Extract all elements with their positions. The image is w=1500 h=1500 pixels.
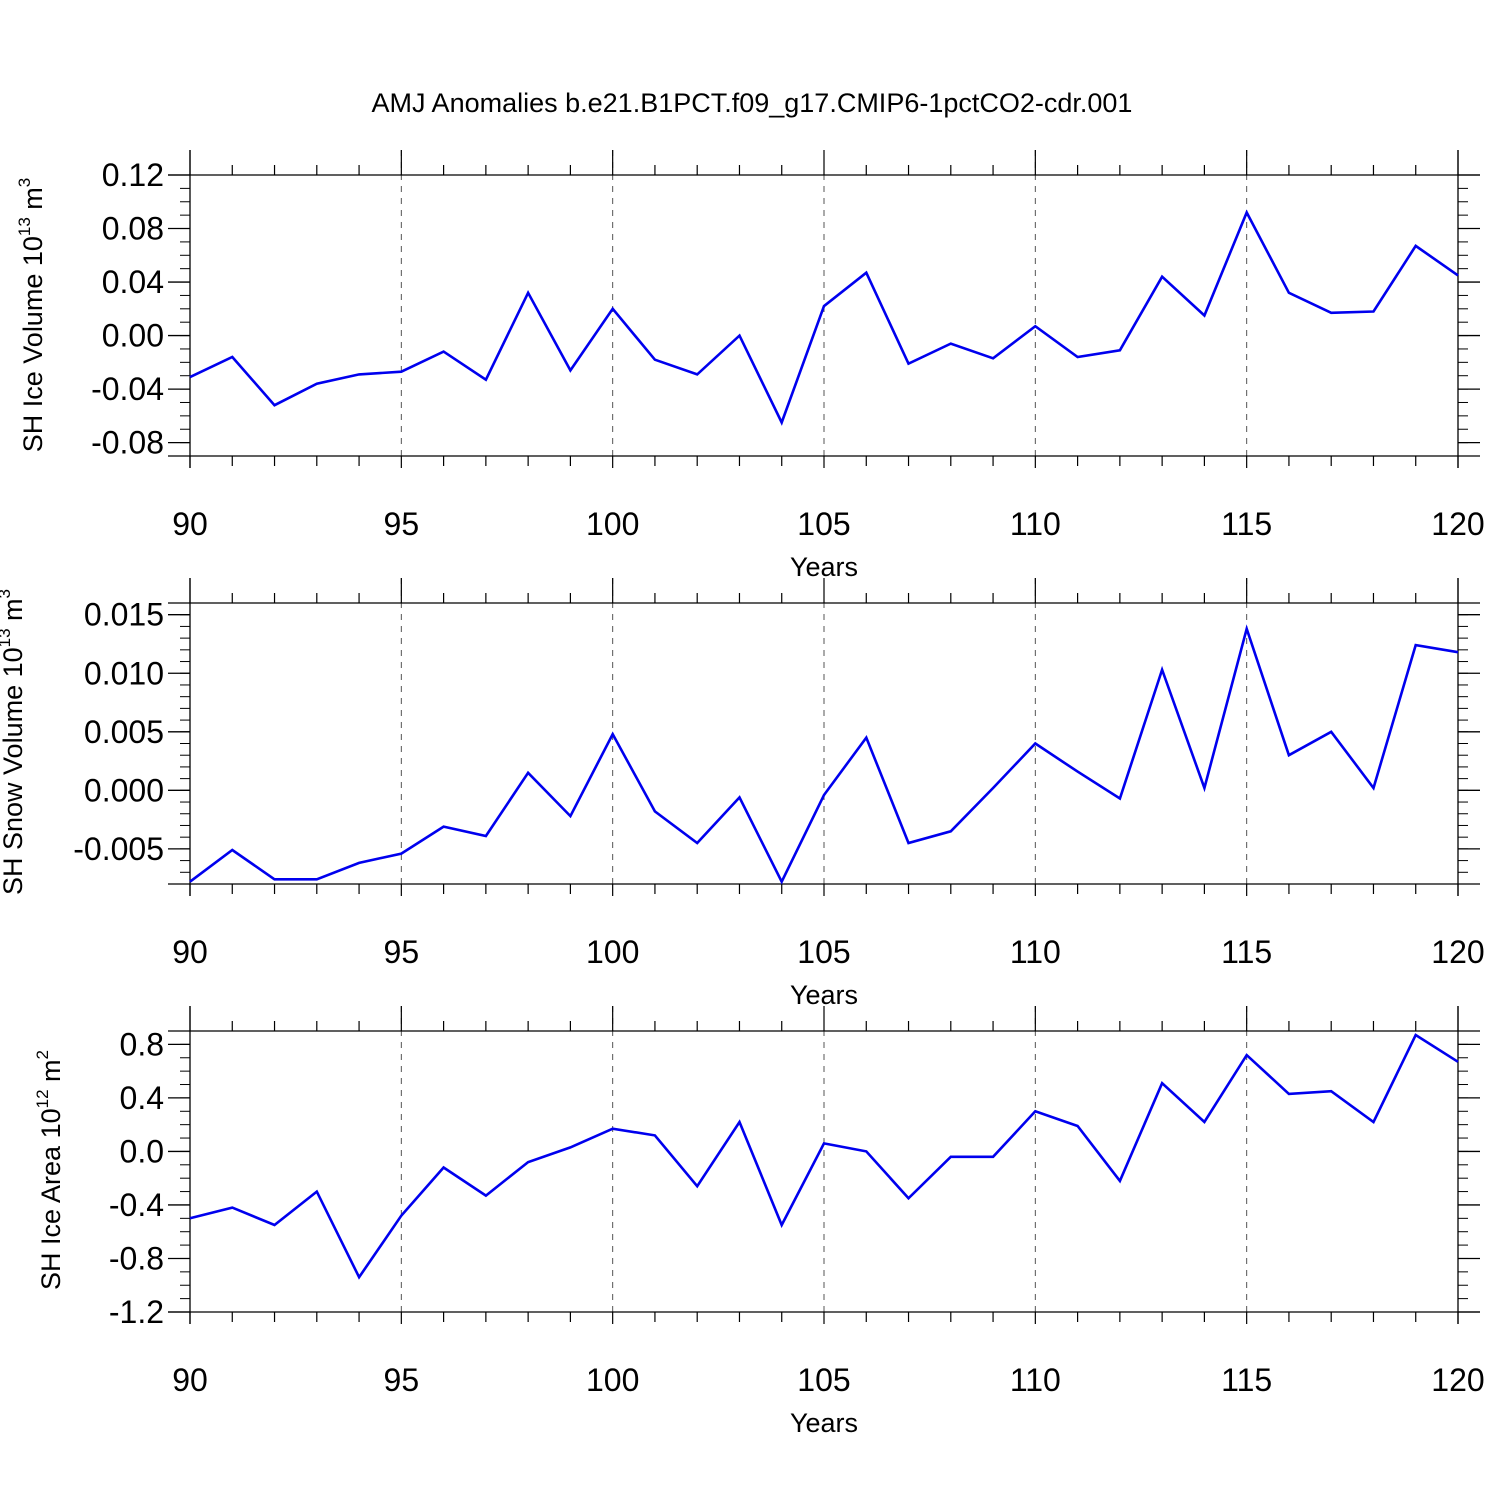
y-axis-label-text: SH Ice Volume 10	[18, 236, 48, 452]
y-tick-label: -1.2	[109, 1294, 164, 1330]
y-axis-label-unit-exponent: 2	[33, 1050, 52, 1059]
panel-3: 0.8 0.4 0.0 -0.4 -0.8 -1.290 95 100 105 110 115 120…	[33, 1006, 1485, 1438]
data-points	[189, 628, 1459, 882]
y-tick-label: -0.08	[91, 425, 164, 461]
y-axis-label-unit-exponent: 3	[0, 589, 14, 598]
x-tick-label: 120	[1431, 506, 1484, 542]
y-axis-label: SH Snow Volume 1013 m3	[0, 589, 28, 895]
y-axis-label-exponent: 12	[33, 1089, 52, 1108]
x-tick-label: 105	[797, 1362, 850, 1398]
x-tick-label: 110	[1010, 506, 1061, 542]
x-tick-label: 110	[1010, 1362, 1061, 1398]
x-tick-label: 95	[384, 506, 420, 542]
y-tick-label: 0.04	[102, 264, 164, 300]
y-tick-label: 0.000	[84, 772, 164, 808]
y-tick-label: 0.4	[120, 1080, 164, 1116]
y-tick-label: 0.015	[84, 597, 164, 633]
y-axis-label-text: SH Ice Area 10	[36, 1108, 66, 1290]
y-axis-label: SH Ice Area 1012 m2	[33, 1050, 66, 1290]
y-axis-label-unit: m	[0, 598, 28, 628]
y-tick-label: 0.00	[102, 318, 164, 354]
x-tick-label: 115	[1221, 506, 1272, 542]
x-tick-label: 120	[1431, 1362, 1484, 1398]
x-tick-label: 90	[172, 1362, 208, 1398]
y-tick-label: 0.08	[102, 211, 164, 247]
y-tick-label: -0.005	[73, 831, 164, 867]
figure-title: AMJ Anomalies b.e21.B1PCT.f09_g17.CMIP6-…	[372, 88, 1133, 118]
panel-1: 0.12 0.08 0.04 0.00 -0.04 -0.08 90 95 100 105 110 1…	[15, 150, 1485, 582]
x-tick-label: 100	[586, 934, 639, 970]
y-axis-label-exponent: 13	[0, 628, 14, 647]
data-points	[189, 1034, 1459, 1278]
x-tick-label: 105	[797, 506, 850, 542]
panel-2: 0.015 0.010 0.005 0.000 -0.005 90 95 100 105 110 1…	[0, 578, 1485, 1010]
y-tick-label: 0.8	[120, 1026, 164, 1062]
x-tick-label: 95	[384, 934, 420, 970]
y-tick-label: -0.8	[109, 1240, 164, 1276]
data-points	[189, 212, 1459, 423]
x-tick-label: 110	[1010, 934, 1061, 970]
x-tick-label: 90	[172, 934, 208, 970]
x-tick-label: 120	[1431, 934, 1484, 970]
y-axis-label-exponent: 13	[15, 217, 34, 236]
x-tick-label: 115	[1221, 934, 1272, 970]
x-axis-label: Years	[790, 552, 858, 582]
x-tick-label: 105	[797, 934, 850, 970]
y-tick-label: 0.0	[120, 1133, 164, 1169]
y-tick-label: 0.010	[84, 655, 164, 691]
y-tick-label: 0.005	[84, 714, 164, 750]
panels: 0.12 0.08 0.04 0.00 -0.04 -0.08 90 95 100 105 110 1…	[0, 150, 1485, 1438]
y-tick-label: -0.04	[91, 371, 164, 407]
y-tick-label: 0.12	[102, 157, 164, 193]
y-axis-label-text: SH Snow Volume 10	[0, 647, 28, 895]
x-tick-label: 115	[1221, 1362, 1272, 1398]
x-tick-label: 100	[586, 506, 639, 542]
x-tick-label: 90	[172, 506, 208, 542]
x-tick-label: 100	[586, 1362, 639, 1398]
x-axis-label: Years	[790, 1408, 858, 1438]
x-axis-label: Years	[790, 980, 858, 1010]
y-axis-label-unit-exponent: 3	[15, 178, 34, 187]
y-axis-label: SH Ice Volume 1013 m3	[15, 178, 48, 453]
y-tick-label: -0.4	[109, 1187, 164, 1223]
y-axis-label-unit: m	[36, 1059, 66, 1089]
y-axis-label-unit: m	[18, 187, 48, 217]
x-tick-label: 95	[384, 1362, 420, 1398]
